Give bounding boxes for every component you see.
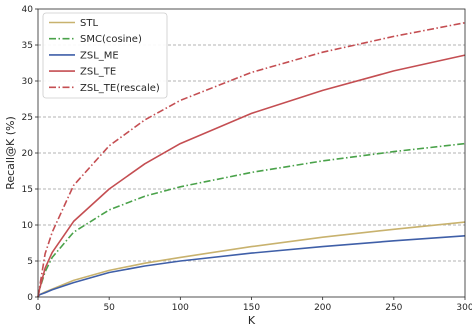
x-tick-label: 150 [243, 303, 260, 313]
y-tick-label: 20 [22, 149, 34, 159]
y-tick-label: 15 [22, 185, 33, 195]
y-axis-label: Recall@K (%) [4, 116, 17, 190]
y-tick-label: 25 [22, 113, 33, 123]
x-tick-label: 100 [172, 303, 189, 313]
series-line-3 [37, 54, 466, 298]
x-tick-label: 250 [385, 303, 402, 313]
series-line-4 [37, 21, 466, 298]
legend-label: ZSL_TE(rescale) [80, 83, 160, 94]
x-tick-label: 200 [314, 303, 331, 313]
x-tick-label: 50 [103, 303, 115, 313]
y-tick-label: 10 [22, 221, 34, 231]
legend-label: SMC(cosine) [80, 34, 142, 45]
series-line-0 [37, 221, 466, 298]
x-axis-label: K [248, 314, 256, 327]
legend: STL SMC(cosine) ZSL_ME ZSL_TE ZSL_TE(rescale… [42, 12, 168, 99]
legend-label: ZSL_TE [80, 67, 116, 78]
y-tick-label: 0 [27, 293, 33, 303]
x-tick-label: 300 [456, 303, 472, 313]
y-tick-label: 40 [22, 5, 34, 15]
axis-ticks: 0 5 10 15 20 25 30 35 40 0 50 100 150 200 250 300 [22, 5, 472, 313]
legend-box [42, 12, 168, 99]
x-tick-label: 0 [35, 303, 41, 313]
series-line-2 [37, 235, 466, 298]
y-tick-label: 30 [22, 77, 34, 87]
legend-label: STL [80, 18, 98, 29]
y-tick-label: 5 [27, 257, 33, 267]
y-tick-label: 35 [22, 41, 33, 51]
series-layer [37, 21, 466, 298]
legend-label: ZSL_ME [80, 50, 119, 61]
